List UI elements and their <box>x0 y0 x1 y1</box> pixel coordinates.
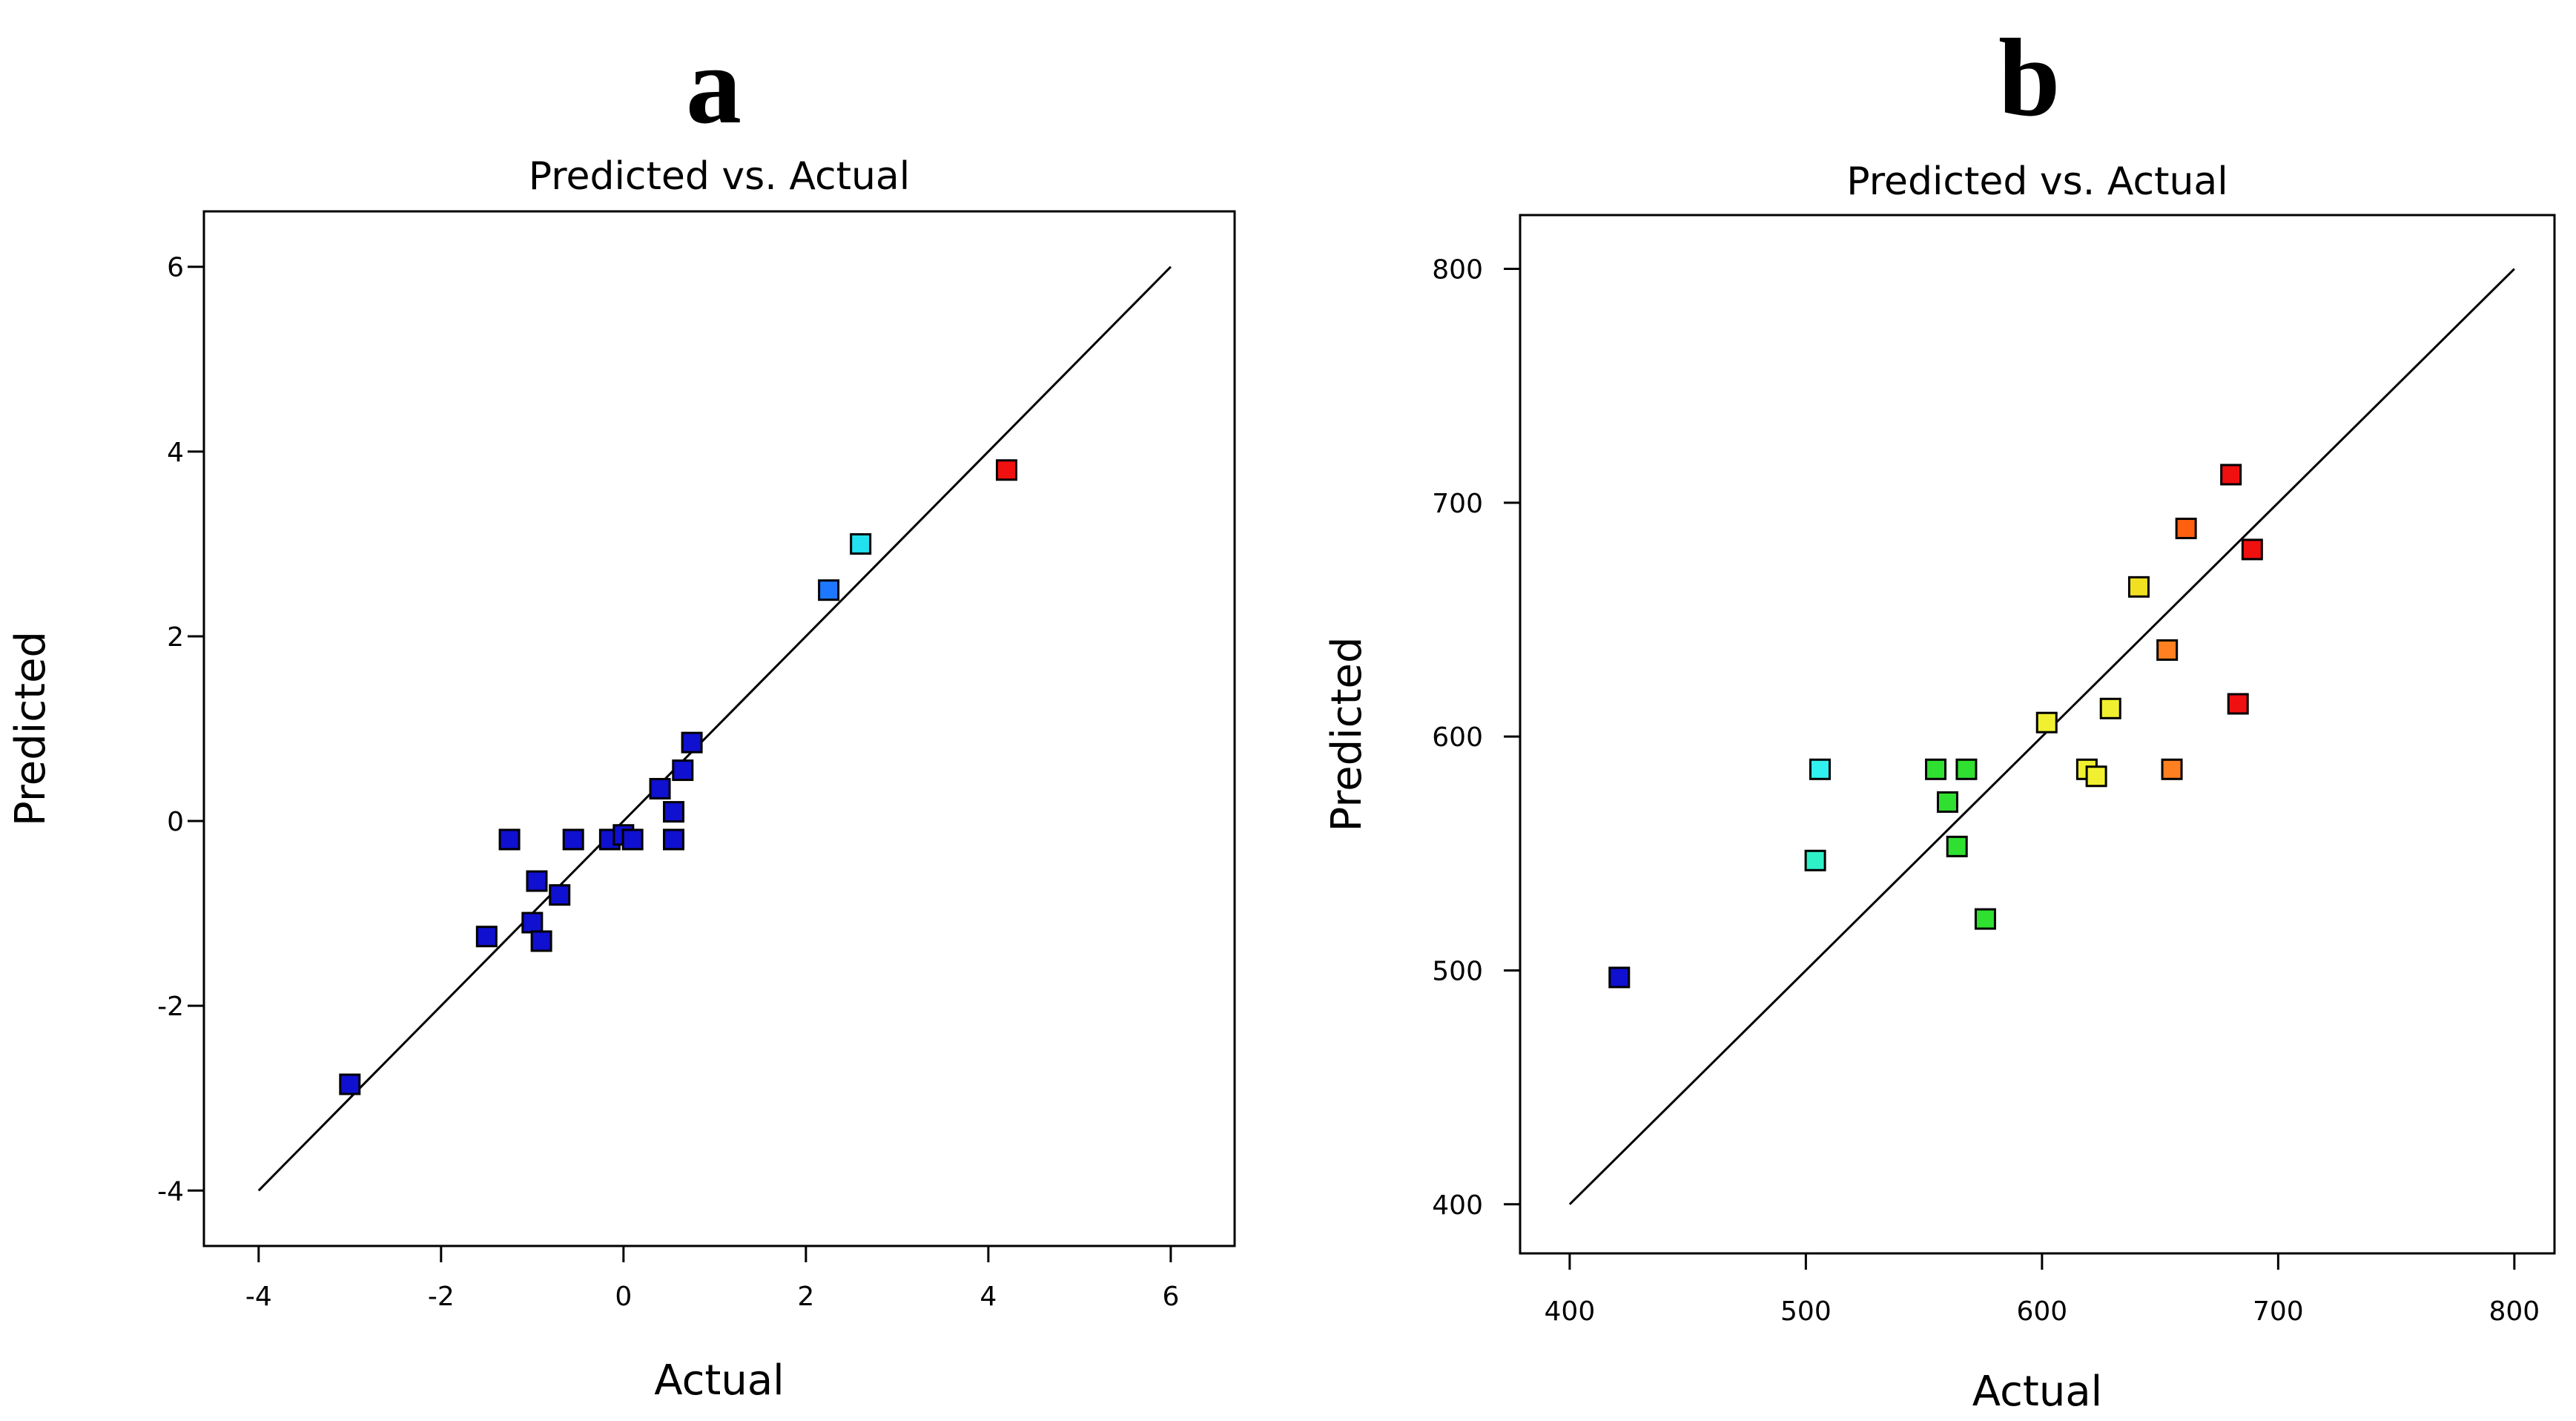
chart-b-data-point <box>2227 693 2249 715</box>
chart-a-title: Predicted vs. Actual <box>529 154 910 199</box>
chart-a-x-tick-label: -2 <box>428 1282 455 1312</box>
chart-a-x-tick-label: 6 <box>1162 1282 1179 1312</box>
panel-letter-a: a <box>686 24 742 147</box>
chart-b-x-axis-label: Actual <box>1972 1368 2102 1416</box>
chart-a-y-tick-label: 6 <box>167 253 184 283</box>
chart-a-data-point <box>549 884 571 906</box>
chart-a-y-tick-label: 0 <box>167 807 184 837</box>
chart-a-y-axis-label: Predicted <box>7 631 55 826</box>
chart-b-y-tick-label: 400 <box>1432 1190 1483 1221</box>
chart-b-data-point <box>1809 758 1831 780</box>
chart-b-data-point <box>1804 849 1826 871</box>
chart-b-y-tick-label: 600 <box>1432 722 1483 753</box>
chart-b-title: Predicted vs. Actual <box>1846 159 2227 204</box>
chart-a-data-point <box>649 777 671 799</box>
chart-a-x-axis-label: Actual <box>654 1356 784 1405</box>
chart-a-data-point <box>662 828 684 851</box>
chart-a-data-point <box>681 731 703 754</box>
chart-b-y-tick-label: 500 <box>1432 956 1483 986</box>
chart-a-data-point <box>850 533 872 555</box>
chart-a-x-tick-label: 4 <box>980 1282 997 1312</box>
chart-b-data-point <box>2127 576 2150 598</box>
chart-b-data-point <box>2156 639 2179 661</box>
chart-b-data-point <box>2085 765 2107 788</box>
chart-a-data-point <box>339 1073 361 1095</box>
chart-a-data-point <box>498 828 521 851</box>
chart-b-y-tick-label: 700 <box>1432 489 1483 519</box>
chart-b-data-point <box>1974 908 1996 930</box>
chart-a-data-point <box>995 459 1017 481</box>
chart-a-plot-frame <box>202 210 1236 1247</box>
chart-a-y-tick-label: 2 <box>167 622 184 653</box>
chart-a-data-point <box>818 579 840 601</box>
chart-b-data-point <box>2175 518 2197 540</box>
chart-b-plot-frame <box>1519 214 2556 1255</box>
chart-b-data-point <box>1608 966 1631 989</box>
chart-b-data-point <box>2220 464 2242 486</box>
chart-b-data-point <box>2035 711 2058 733</box>
chart-a-y-tick-label: -2 <box>157 992 184 1022</box>
panel-letter-b: b <box>1998 16 2061 139</box>
chart-a-data-point <box>672 759 694 782</box>
chart-b-data-point <box>1955 758 1978 780</box>
chart-b-data-point <box>1936 791 1958 813</box>
chart-b-data-point <box>1925 758 1947 780</box>
chart-b-y-tick-label: 800 <box>1432 255 1483 286</box>
chart-b-x-tick-label: 400 <box>1545 1296 1596 1327</box>
chart-b-y-axis-label: Predicted <box>1323 637 1371 832</box>
chart-b-data-point <box>1946 835 1968 857</box>
chart-b-data-point <box>2161 758 2183 780</box>
chart-a-reference-line <box>257 266 1172 1192</box>
chart-a-data-point <box>521 911 544 934</box>
chart-a-data-point <box>530 930 552 952</box>
chart-b-x-tick-label: 500 <box>1780 1296 1832 1327</box>
chart-b-x-tick-label: 600 <box>2017 1296 2068 1327</box>
chart-b-data-point <box>2099 697 2121 719</box>
chart-a-x-tick-label: 2 <box>797 1282 814 1312</box>
chart-b-data-point <box>2241 538 2263 561</box>
chart-a-data-point <box>475 926 498 948</box>
chart-a-y-tick-label: 4 <box>167 438 184 468</box>
chart-b-x-tick-label: 800 <box>2489 1296 2540 1327</box>
chart-a-x-tick-label: -4 <box>245 1282 272 1312</box>
chart-a-y-tick-label: -4 <box>157 1176 184 1207</box>
chart-a-data-point <box>526 870 548 892</box>
chart-b-reference-line <box>1568 268 2515 1205</box>
chart-a-x-tick-label: 0 <box>615 1282 632 1312</box>
chart-b-x-tick-label: 700 <box>2253 1296 2304 1327</box>
chart-a-data-point <box>662 801 684 823</box>
chart-a-data-point <box>562 828 584 851</box>
chart-a-data-point <box>621 828 644 851</box>
